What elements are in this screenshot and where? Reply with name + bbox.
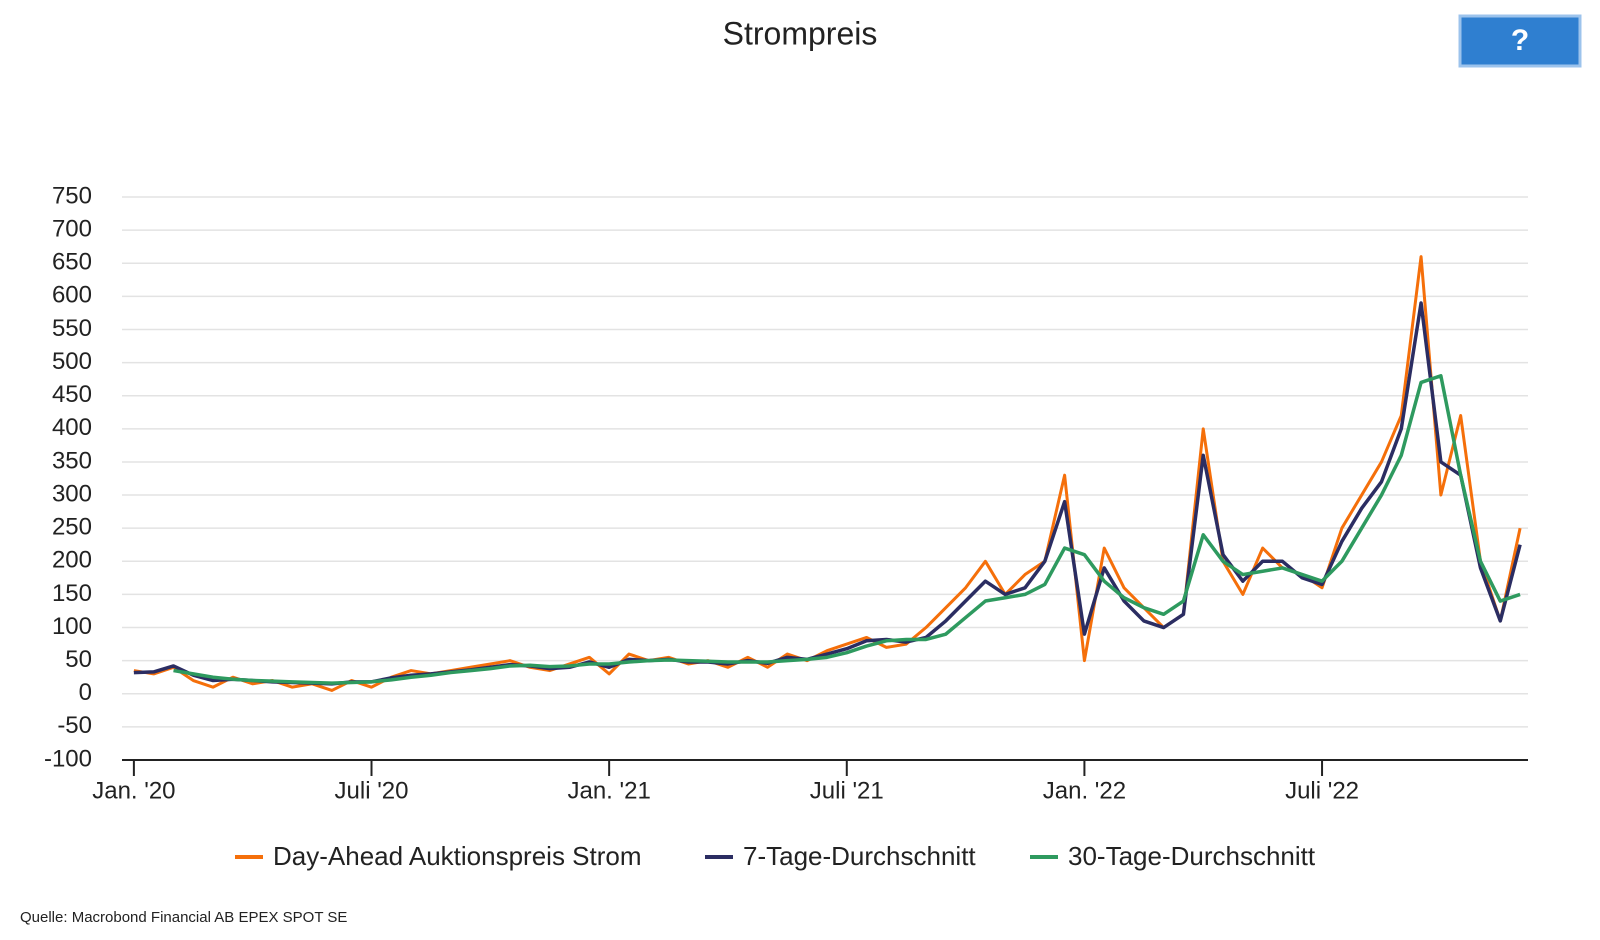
y-tick-label: 700 bbox=[52, 215, 92, 242]
y-tick-label: 150 bbox=[52, 580, 92, 607]
help-button-label[interactable]: ? bbox=[1511, 24, 1529, 57]
y-tick-label: -50 bbox=[57, 712, 92, 739]
y-tick-label: 250 bbox=[52, 514, 92, 541]
y-tick-label: 600 bbox=[52, 282, 92, 309]
legend-label: 30-Tage-Durchschnitt bbox=[1068, 841, 1316, 871]
y-tick-label: 650 bbox=[52, 249, 92, 276]
help-button[interactable]: ? bbox=[1458, 14, 1582, 68]
legend-label: Day-Ahead Auktionspreis Strom bbox=[273, 841, 642, 871]
y-tick-label: 300 bbox=[52, 480, 92, 507]
x-tick-label: Juli '22 bbox=[1285, 777, 1359, 804]
x-tick-label: Jan. '22 bbox=[1043, 777, 1126, 804]
y-tick-label: 100 bbox=[52, 613, 92, 640]
y-tick-label: 450 bbox=[52, 381, 92, 408]
y-tick-label: 350 bbox=[52, 447, 92, 474]
y-tick-label: 0 bbox=[79, 679, 92, 706]
x-tick-label: Jan. '21 bbox=[567, 777, 650, 804]
x-tick-label: Jan. '20 bbox=[92, 777, 175, 804]
y-tick-label: -100 bbox=[44, 745, 92, 772]
x-tick-label: Juli '20 bbox=[335, 777, 409, 804]
source-note: Quelle: Macrobond Financial AB EPEX SPOT… bbox=[20, 909, 347, 926]
y-tick-label: 550 bbox=[52, 315, 92, 342]
y-tick-label: 200 bbox=[52, 547, 92, 574]
x-tick-label: Juli '21 bbox=[810, 777, 884, 804]
series-line bbox=[133, 255, 1522, 692]
y-tick-label: 750 bbox=[52, 182, 92, 209]
y-tick-label: 400 bbox=[52, 414, 92, 441]
chart-title: Strompreis bbox=[723, 15, 878, 51]
series-line bbox=[133, 301, 1522, 686]
series-line bbox=[173, 374, 1521, 685]
legend-label: 7-Tage-Durchschnitt bbox=[743, 841, 976, 871]
y-tick-label: 500 bbox=[52, 348, 92, 375]
help-button-bg[interactable] bbox=[1458, 14, 1582, 68]
y-tick-label: 50 bbox=[65, 646, 92, 673]
